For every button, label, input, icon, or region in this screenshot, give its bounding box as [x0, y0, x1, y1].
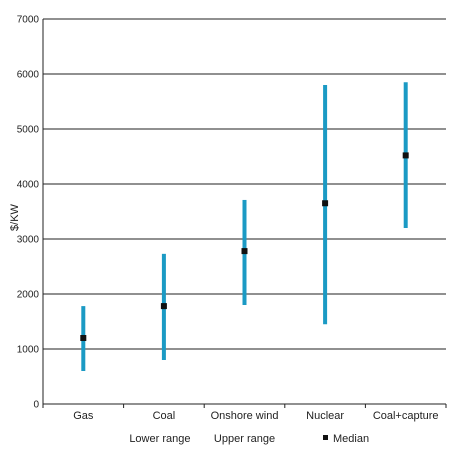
- range-bars: [81, 82, 408, 371]
- y-tick-label: 6000: [17, 70, 40, 81]
- y-tick-label: 3000: [17, 235, 40, 246]
- category-label: Nuclear: [306, 410, 344, 422]
- y-tick-label: 2000: [17, 290, 40, 301]
- y-tick-labels: 0 1000 2000 3000 4000 5000 6000 7000: [17, 15, 40, 411]
- legend-lower-range: Lower range: [129, 433, 190, 445]
- y-tick-label: 1000: [17, 345, 40, 356]
- median-marker: [402, 152, 409, 159]
- y-tick-label: 5000: [17, 125, 40, 136]
- legend-median: Median: [333, 433, 369, 445]
- x-tick-marks: [42, 404, 447, 408]
- median-marker: [80, 335, 87, 341]
- category-label: Gas: [73, 410, 94, 422]
- median-marker: [322, 200, 329, 207]
- median-marker: [241, 248, 248, 255]
- y-tick-label: 4000: [17, 180, 40, 191]
- category-label: Onshore wind: [211, 410, 279, 422]
- median-markers: [80, 152, 409, 341]
- category-label: Coal+capture: [373, 410, 439, 422]
- y-tick-label: 7000: [17, 15, 40, 26]
- legend: Lower range Upper range Median: [129, 433, 369, 445]
- legend-median-marker: [323, 435, 328, 440]
- category-labels: Gas Coal Onshore wind Nuclear Coal+capture: [73, 410, 438, 422]
- y-axis-label: $/KW: [9, 203, 21, 231]
- median-marker: [160, 303, 167, 310]
- category-label: Coal: [153, 410, 176, 422]
- y-tick-label: 0: [33, 400, 39, 411]
- legend-upper-range: Upper range: [214, 433, 275, 445]
